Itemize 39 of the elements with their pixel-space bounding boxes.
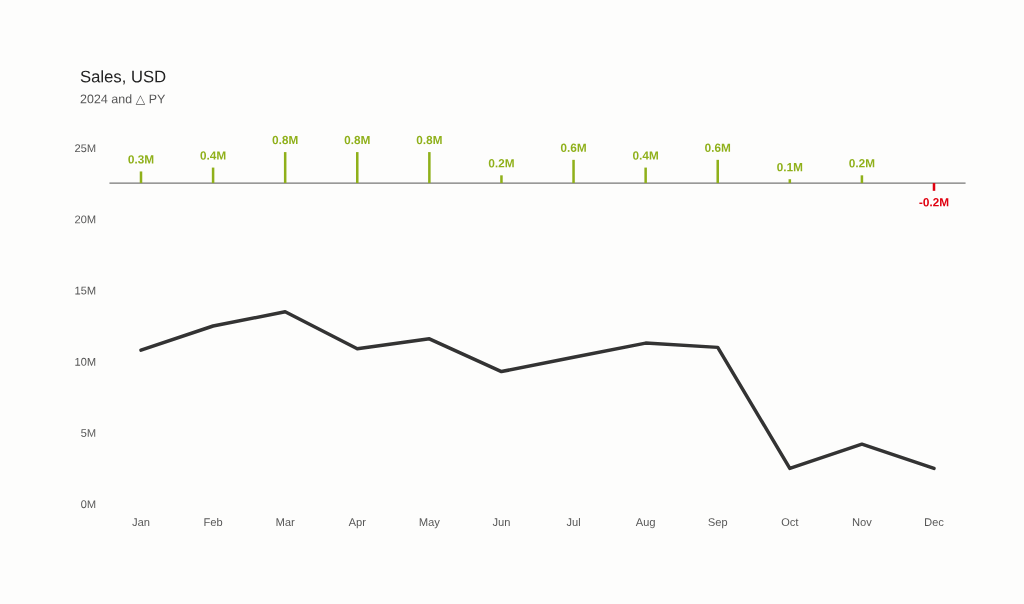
bar — [356, 152, 359, 184]
x-tick-label: Nov — [852, 518, 872, 527]
x-tick-label: May — [419, 518, 440, 529]
data-label: 0.4M — [632, 151, 658, 160]
data-label: 0.8M — [272, 135, 298, 145]
data-label: 0.8M — [416, 135, 442, 145]
chart-title: Sales, USD — [80, 70, 166, 85]
x-tick-label: Feb — [204, 517, 223, 527]
bar — [428, 152, 431, 184]
data-label: 0.3M — [128, 155, 154, 164]
y-tick-label: 15M — [75, 286, 96, 295]
line-series — [139, 310, 936, 471]
x-tick-label: Sep — [708, 518, 728, 529]
y-tick-label: 5M — [81, 429, 96, 437]
y-tick-label: 20M — [75, 215, 96, 224]
bar — [644, 167, 647, 184]
data-label: -0.2M — [919, 198, 949, 207]
x-tick-label: Jul — [566, 517, 580, 527]
x-tick-label: Apr — [348, 518, 366, 529]
data-label: 0.6M — [560, 143, 586, 152]
y-tick-label: 10M — [75, 357, 96, 366]
x-tick-label: Aug — [635, 518, 655, 529]
data-label: 0.4M — [200, 151, 226, 160]
x-tick-label: Mar — [276, 518, 295, 527]
data-label: 0.8M — [344, 135, 370, 145]
x-tick-label: Dec — [925, 518, 944, 527]
chart-subtitle: 2024 and △ PY — [80, 94, 166, 105]
x-tick-label: Jan — [132, 518, 150, 527]
data-label: 0.1M — [777, 162, 803, 172]
x-tick-label: Oct — [781, 518, 799, 527]
data-label: 0.2M — [849, 159, 875, 168]
x-tick-label: Jun — [492, 518, 510, 527]
data-label: 0.2M — [488, 159, 514, 168]
data-label: 0.6M — [705, 143, 731, 152]
bar — [572, 159, 575, 184]
bar — [716, 159, 719, 184]
y-tick-label: 0M — [81, 500, 96, 509]
y-tick-label: 25M — [75, 144, 96, 153]
bar — [500, 175, 503, 184]
